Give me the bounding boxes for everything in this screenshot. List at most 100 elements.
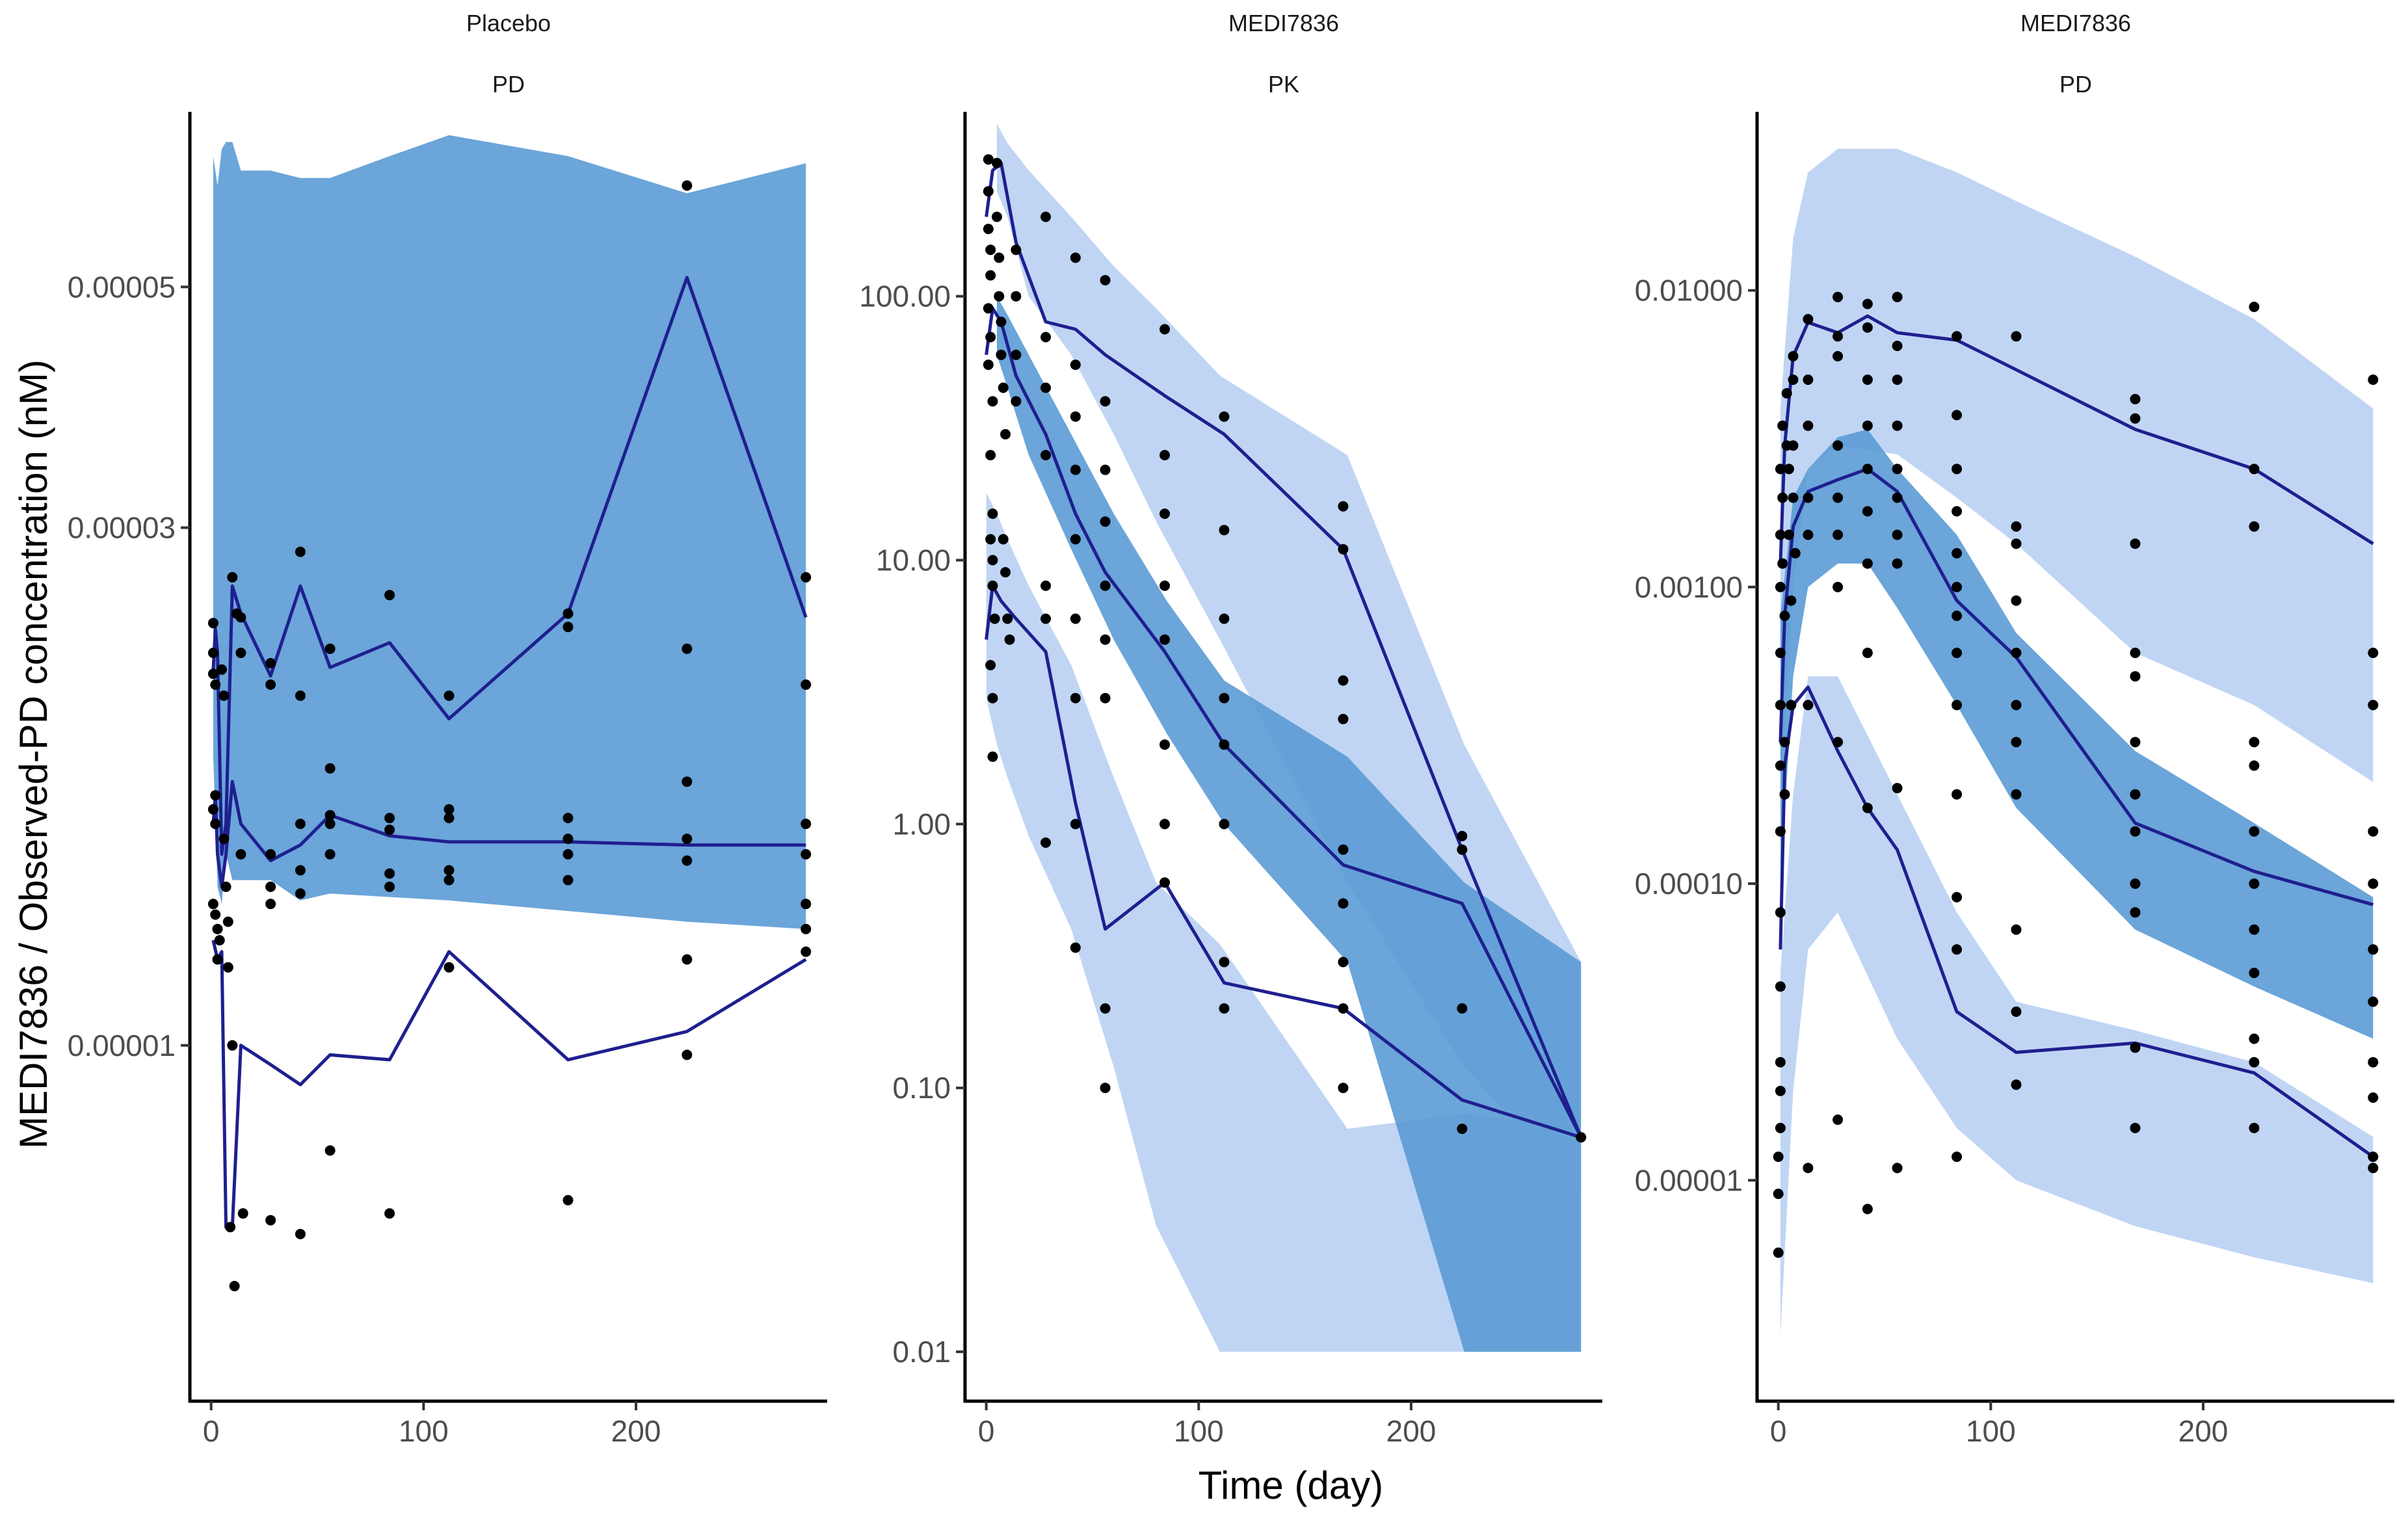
observed-point [1100,580,1111,591]
upper-percentile-line [1779,314,2374,564]
observed-point [1777,492,1788,503]
observed-point [1002,613,1013,624]
observed-point [1803,529,1814,540]
observed-point [218,834,230,845]
observed-point [1070,692,1081,704]
observed-point [1775,529,1786,540]
observed-point [207,668,218,679]
y-axis-title: MEDI7836 / Observed-PD concentration (nM… [12,360,55,1149]
observed-point [1219,1003,1230,1014]
observed-point [1338,713,1349,724]
observed-point [1070,464,1081,475]
observed-point [1775,700,1786,711]
observed-point [1952,648,1963,659]
x-tick-label: 100 [1174,1414,1224,1448]
observed-point [2130,1042,2141,1053]
median-line [211,780,806,889]
observed-point [1100,464,1111,475]
observed-point [2130,826,2141,837]
observed-point [1159,450,1171,460]
observed-point [1159,508,1171,520]
upper-pi-band [1780,149,2374,795]
observed-point [210,679,221,690]
observed-point [1892,420,1903,431]
observed-point [1773,1151,1784,1163]
observed-point [225,1222,236,1233]
observed-point [1779,737,1790,748]
observed-point [800,849,812,860]
observed-point [994,252,1005,263]
observed-point [1457,830,1468,841]
observed-point [1862,375,1873,385]
observed-point [1862,298,1873,309]
observed-point [384,813,395,824]
y-tick-label: 0.00001 [68,1029,176,1062]
observed-point [1457,844,1468,855]
observed-point [983,154,994,165]
observed-point [1040,211,1052,222]
observed-point [1892,783,1903,794]
observed-point [1803,375,1814,385]
observed-point [681,834,693,845]
observed-point [681,1049,693,1060]
observed-point [2011,648,2022,659]
observed-point [2368,1151,2379,1163]
observed-point [983,360,994,370]
observed-point [227,1040,238,1051]
strip-label-type: PD [2059,71,2092,98]
observed-point [235,648,246,659]
observed-point [1832,1114,1844,1125]
observed-point [681,954,693,965]
x-tick-label: 200 [2178,1414,2229,1448]
observed-point [2130,648,2141,659]
observed-point [1775,581,1786,592]
observed-point [1338,898,1349,909]
observed-point [1219,613,1230,624]
observed-point [562,875,574,886]
observed-point [681,643,693,654]
upper-percentile-line [211,276,808,856]
observed-point [983,303,994,314]
observed-point [1000,567,1011,578]
observed-point [2011,595,2022,606]
y-tick-label: 0.10 [892,1071,951,1105]
observed-point [384,824,395,835]
observed-point [1952,700,1963,711]
observed-point [2249,826,2260,837]
observed-point [324,763,336,774]
observed-point [1576,1132,1587,1143]
observed-point [562,1194,574,1205]
strip-label-group: Placebo [466,10,551,36]
observed-point [295,691,306,701]
lower-percentile-line [211,940,807,1229]
observed-point [994,291,1005,302]
observed-point [1159,634,1171,645]
observed-point [996,349,1007,360]
observed-point [212,954,223,965]
observed-point [1775,907,1786,918]
observed-point [562,608,574,619]
observed-point [1219,819,1230,830]
observed-point [1892,492,1903,503]
observed-point [222,916,233,927]
observed-point [1070,534,1081,545]
observed-point [237,1208,248,1219]
observed-point [227,572,238,583]
observed-point [1775,760,1786,771]
observed-point [1040,382,1052,393]
observed-point [235,849,246,860]
observed-point [1011,244,1022,256]
observed-point [1862,1204,1873,1215]
observed-point [1070,942,1081,953]
observed-point [2130,671,2141,682]
observed-point [1952,891,1963,902]
observed-point [1070,819,1081,830]
observed-point [214,935,225,946]
observed-point [1040,450,1052,460]
observed-point [384,590,395,601]
observed-point [983,224,994,235]
observed-point [1832,737,1844,748]
observed-point [207,899,218,910]
observed-point [992,211,1002,222]
observed-point [1775,826,1786,837]
